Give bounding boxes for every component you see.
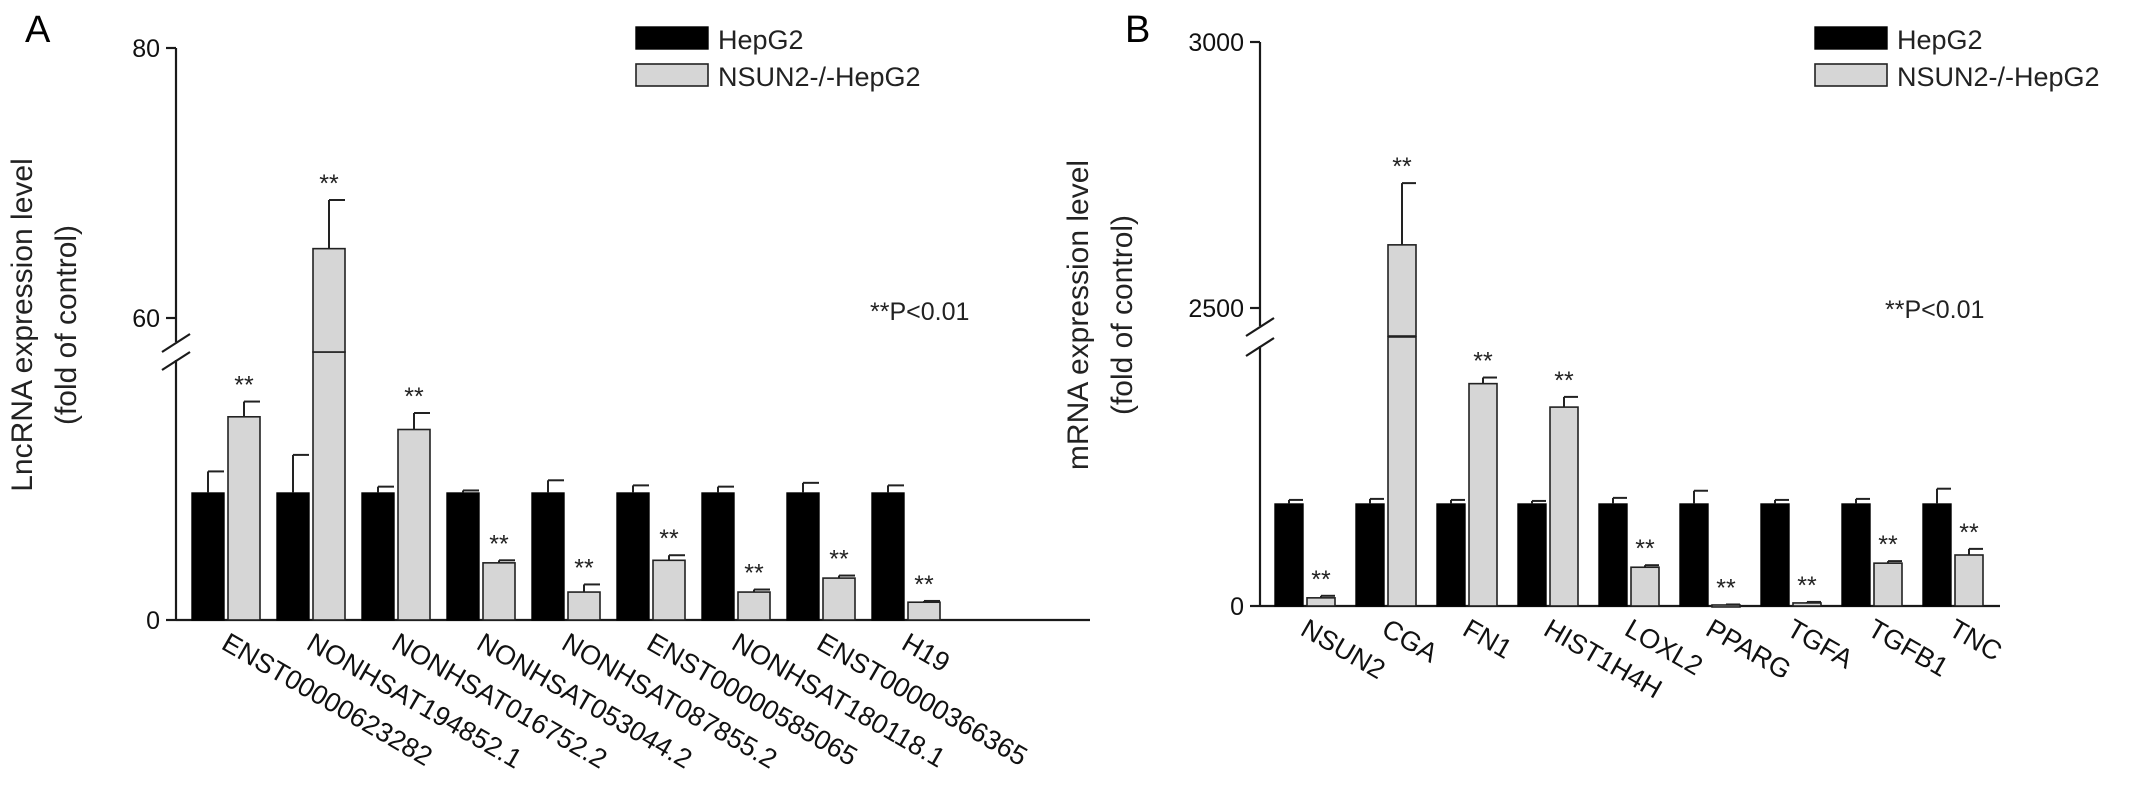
panel-a-y-tick-label: 80 (132, 35, 160, 63)
panel-a-bar-nsun2-ko-upper (312, 247, 346, 353)
panel-a-significance-label: ** (319, 170, 339, 198)
panel-b-chart: B 0 2500 3000 mRNA expression level (fold of … (1062, 9, 2100, 704)
panel-b-axis-break-mark (1245, 337, 1275, 357)
panel-b-legend-label-nsun2-ko: NSUN2-/-HepG2 (1897, 62, 2100, 92)
panel-a-bar-nsun2-ko (397, 428, 431, 621)
panel-a-bar-hepg2 (446, 492, 480, 621)
panel-b-y-tick-label: 0 (1230, 593, 1244, 621)
panel-b-bar-nsun2-ko (1387, 336, 1417, 607)
panel-b-bar-hepg2 (1436, 503, 1466, 607)
panel-a-bar-hepg2 (361, 492, 395, 621)
panel-b-p-value-note: **P<0.01 (1885, 296, 1984, 324)
panel-a-significance-label: ** (829, 546, 849, 574)
panel-a-legend-swatch-nsun2-ko (635, 63, 709, 87)
panel-b-bar-nsun2-ko (1630, 566, 1660, 607)
panel-a-bar-nsun2-ko (822, 577, 856, 621)
panel-a-bar-nsun2-ko (907, 601, 941, 621)
panel-b-bar-nsun2-ko (1306, 597, 1336, 607)
panel-b-bar-hepg2 (1274, 503, 1304, 607)
panel-a-bar-hepg2 (616, 492, 650, 621)
panel-b-bar-hepg2 (1760, 503, 1790, 607)
panel-b-legend-swatch-nsun2-ko (1814, 63, 1888, 87)
panel-a-axis-break-mark (161, 333, 191, 353)
panel-b-category-label: PPARG (1701, 613, 1796, 685)
panel-a-y-axis-title: LncRNA expression level (6, 158, 39, 492)
panel-b-y-tick-label: 2500 (1188, 295, 1244, 323)
panel-b-significance-label: ** (1473, 348, 1493, 376)
panel-b-bar-nsun2-ko (1873, 562, 1903, 607)
panel-a-bar-hepg2 (871, 492, 905, 621)
panel-a-legend-swatch-hepg2 (635, 26, 709, 50)
panel-a-bar-nsun2-ko (652, 559, 686, 621)
panel-b-bar-nsun2-ko-upper (1387, 244, 1417, 337)
panel-b-significance-label: ** (1635, 535, 1655, 563)
panel-a-bar-hepg2 (276, 492, 310, 621)
panel-b-significance-label: ** (1392, 153, 1412, 181)
panel-b-significance-label: ** (1959, 519, 1979, 547)
panel-b-bar-nsun2-ko (1954, 554, 1984, 607)
panel-a-category-label: H19 (897, 627, 955, 678)
panel-b-category-label: FN1 (1458, 613, 1517, 664)
panel-a-y-axis-title: (fold of control) (50, 225, 83, 425)
panel-a-bar-hepg2 (531, 492, 565, 621)
panel-b-bar-hepg2 (1679, 503, 1709, 607)
panel-b-significance-label: ** (1311, 566, 1331, 594)
panel-b-significance-label: ** (1797, 572, 1817, 600)
panel-b-axis-break-mark (1245, 317, 1275, 337)
panel-b-significance-label: ** (1878, 531, 1898, 559)
panel-b-category-label: TGFB1 (1863, 613, 1953, 682)
panel-a-significance-label: ** (914, 571, 934, 599)
panel-a-bar-hepg2 (191, 492, 225, 621)
panel-a-bar-nsun2-ko (567, 591, 601, 621)
panel-a-bar-nsun2-ko (227, 415, 261, 621)
panel-a-significance-label: ** (574, 554, 594, 582)
panel-b-bar-nsun2-ko (1792, 602, 1822, 607)
panel-b-y-tick-label: 3000 (1188, 29, 1244, 57)
panel-a-significance-label: ** (489, 530, 509, 558)
panel-a-significance-label: ** (234, 372, 254, 400)
panel-b-bar-nsun2-ko (1549, 406, 1579, 607)
panel-b-category-label: NSUN2 (1296, 613, 1390, 685)
panel-a-significance-label: ** (744, 560, 764, 588)
panel-a-axis-break-mark (161, 351, 191, 371)
panel-a-legend-label-nsun2-ko: NSUN2-/-HepG2 (718, 62, 921, 92)
panel-a-significance-label: ** (404, 383, 424, 411)
panel-b-bar-hepg2 (1922, 503, 1952, 607)
panel-a-p-value-note: **P<0.01 (870, 298, 969, 326)
panel-a-y-tick-label: 60 (132, 305, 160, 333)
panel-a-bar-nsun2-ko (312, 351, 346, 621)
panel-a-significance-label: ** (659, 525, 679, 553)
panel-a-legend-label-hepg2: HepG2 (718, 25, 804, 55)
panel-a-bar-nsun2-ko (482, 562, 516, 621)
panel-a-y-tick-label: 0 (146, 607, 160, 635)
panel-b-y-axis-title: mRNA expression level (1062, 160, 1095, 470)
panel-b-bar-hepg2 (1517, 503, 1547, 607)
panel-b-bar-hepg2 (1598, 503, 1628, 607)
panel-a-chart: A 0 60 80 LncRNA expression level (fold of co… (6, 9, 1090, 775)
panel-a-label: A (25, 9, 51, 51)
panel-b-category-label: TNC (1944, 613, 2007, 667)
panel-b-bar-hepg2 (1355, 503, 1385, 607)
panel-b-legend-swatch-hepg2 (1814, 26, 1888, 50)
panel-b-y-axis-title: (fold of control) (1106, 215, 1139, 415)
panel-b-significance-label: ** (1554, 367, 1574, 395)
panel-b-bar-hepg2 (1841, 503, 1871, 607)
panel-a-bar-hepg2 (786, 492, 820, 621)
panel-b-bar-nsun2-ko (1468, 382, 1498, 607)
panel-b-label: B (1125, 9, 1150, 51)
panel-a-bar-hepg2 (701, 492, 735, 621)
panel-b-legend-label-hepg2: HepG2 (1897, 25, 1983, 55)
panel-a-bar-nsun2-ko (737, 591, 771, 621)
panel-b-significance-label: ** (1716, 574, 1736, 602)
panel-b-category-label: TGFA (1782, 613, 1858, 674)
